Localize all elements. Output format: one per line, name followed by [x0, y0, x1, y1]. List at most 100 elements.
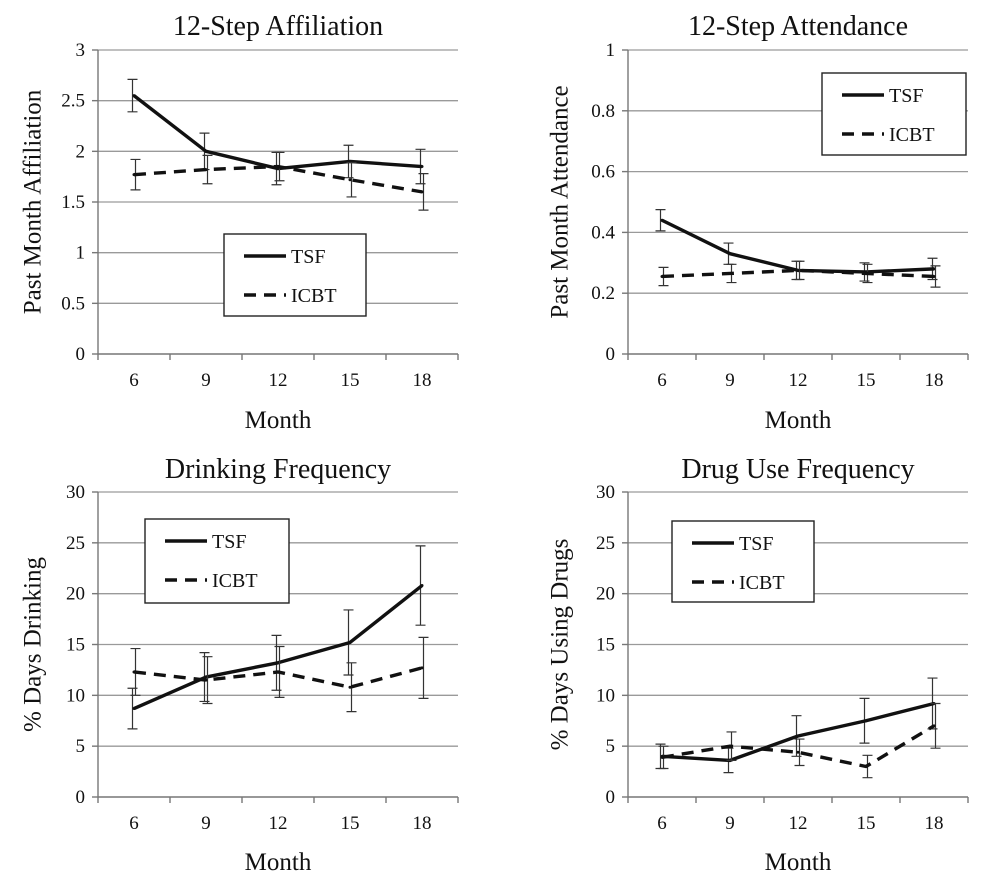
- y-tick-label: 10: [596, 685, 615, 706]
- data-point: [796, 734, 800, 738]
- legend-label: ICBT: [291, 285, 337, 307]
- x-tick-label: 18: [413, 370, 432, 391]
- data-point: [132, 670, 136, 674]
- data-point: [204, 168, 208, 172]
- data-point: [204, 149, 208, 153]
- data-point: [796, 268, 800, 272]
- data-point: [728, 271, 732, 275]
- data-point: [864, 271, 868, 275]
- data-point: [420, 190, 424, 194]
- chart-panel-1: 12-Step Affiliation 0 0.5 1 1.5 2 2.5 3 6 9 12 15 18…: [20, 11, 459, 434]
- y-tick-label: 0.6: [591, 162, 615, 183]
- y-axis-label: % Days Drinking: [20, 557, 47, 732]
- y-tick-label: 25: [596, 533, 615, 554]
- x-tick-label: 6: [657, 813, 667, 834]
- y-tick-label: 20: [596, 584, 615, 605]
- chart-title: 12-Step Attendance: [688, 11, 908, 42]
- y-tick-label: 10: [66, 685, 85, 706]
- data-point: [420, 165, 424, 169]
- data-point: [204, 675, 208, 679]
- y-tick-label: 30: [66, 482, 85, 503]
- data-point: [132, 173, 136, 177]
- y-tick-label: 0: [606, 344, 616, 365]
- legend-label: ICBT: [889, 124, 935, 146]
- y-tick-label: 1.5: [61, 192, 85, 213]
- series-icbt: [130, 151, 429, 211]
- x-tick-label: 15: [857, 370, 876, 391]
- x-tick-label: 12: [269, 370, 288, 391]
- x-tick-label: 9: [725, 813, 735, 834]
- series-tsf: [655, 209, 938, 282]
- legend-label: ICBT: [739, 572, 785, 594]
- x-axis-label: Month: [765, 849, 832, 876]
- series-tsf: [655, 677, 938, 774]
- series-icbt: [658, 702, 941, 779]
- chart-panel-4: Drug Use Frequency 0 5 10 15 20 25 30 6 9 12 15 18 Mo…: [547, 454, 969, 876]
- data-point: [132, 707, 136, 711]
- data-point: [276, 661, 280, 665]
- x-tick-label: 18: [413, 813, 432, 834]
- data-point: [204, 678, 208, 682]
- data-point: [728, 744, 732, 748]
- data-point: [660, 274, 664, 278]
- data-point: [728, 252, 732, 256]
- x-axis-label: Month: [245, 407, 312, 434]
- data-point: [660, 755, 664, 759]
- x-tick-label: 12: [789, 813, 808, 834]
- y-tick-label: 0.4: [591, 222, 615, 243]
- legend-label: TSF: [291, 246, 325, 268]
- y-tick-label: 30: [596, 482, 615, 503]
- x-tick-label: 15: [341, 813, 360, 834]
- y-tick-label: 20: [66, 584, 85, 605]
- x-tick-label: 6: [129, 370, 139, 391]
- data-point: [796, 750, 800, 754]
- y-tick-label: 0: [606, 787, 616, 808]
- data-point: [348, 640, 352, 644]
- chart-title: Drinking Frequency: [165, 454, 391, 485]
- series-line: [133, 164, 423, 194]
- legend-box: [144, 518, 290, 604]
- data-point: [132, 94, 136, 98]
- x-tick-label: 15: [857, 813, 876, 834]
- x-tick-label: 18: [925, 813, 944, 834]
- y-tick-label: 25: [66, 533, 85, 554]
- series-line: [661, 724, 935, 769]
- y-tick-label: 0.5: [61, 293, 85, 314]
- y-axis-label: Past Month Affiliation: [20, 89, 47, 314]
- x-tick-label: 9: [201, 370, 211, 391]
- legend: TSF ICBT: [223, 233, 367, 317]
- data-point: [864, 719, 868, 723]
- chart-title: Drug Use Frequency: [681, 454, 914, 485]
- data-point: [864, 765, 868, 768]
- x-tick-label: 18: [925, 370, 944, 391]
- x-axis-label: Month: [245, 849, 312, 876]
- series-icbt: [130, 636, 429, 713]
- y-tick-label: 0: [76, 344, 86, 365]
- x-tick-label: 6: [129, 813, 139, 834]
- chart-panel-2: 12-Step Attendance 0 0.2 0.4 0.6 0.8 1 6 9 12 15 18…: [547, 11, 969, 434]
- y-tick-label: 0.2: [591, 283, 615, 304]
- y-tick-label: 15: [66, 635, 85, 656]
- series-line: [661, 268, 935, 279]
- data-point: [420, 666, 424, 670]
- y-tick-label: 0: [76, 787, 86, 808]
- x-tick-label: 12: [789, 370, 808, 391]
- y-tick-label: 2: [76, 141, 86, 162]
- data-point: [420, 584, 424, 588]
- x-axis-label: Month: [765, 407, 832, 434]
- x-tick-label: 6: [657, 370, 667, 391]
- y-axis-label: Past Month Attendance: [547, 85, 574, 318]
- x-tick-label: 12: [269, 813, 288, 834]
- y-tick-label: 2.5: [61, 91, 85, 112]
- legend-box: [671, 520, 815, 603]
- legend: TSF ICBT: [144, 518, 290, 604]
- legend-label: TSF: [889, 85, 923, 107]
- y-tick-label: 5: [606, 736, 616, 757]
- y-tick-label: 15: [596, 635, 615, 656]
- x-tick-label: 15: [341, 370, 360, 391]
- series-icbt: [658, 260, 941, 288]
- legend-label: TSF: [739, 533, 773, 555]
- y-tick-label: 1: [606, 40, 616, 61]
- data-point: [276, 165, 280, 169]
